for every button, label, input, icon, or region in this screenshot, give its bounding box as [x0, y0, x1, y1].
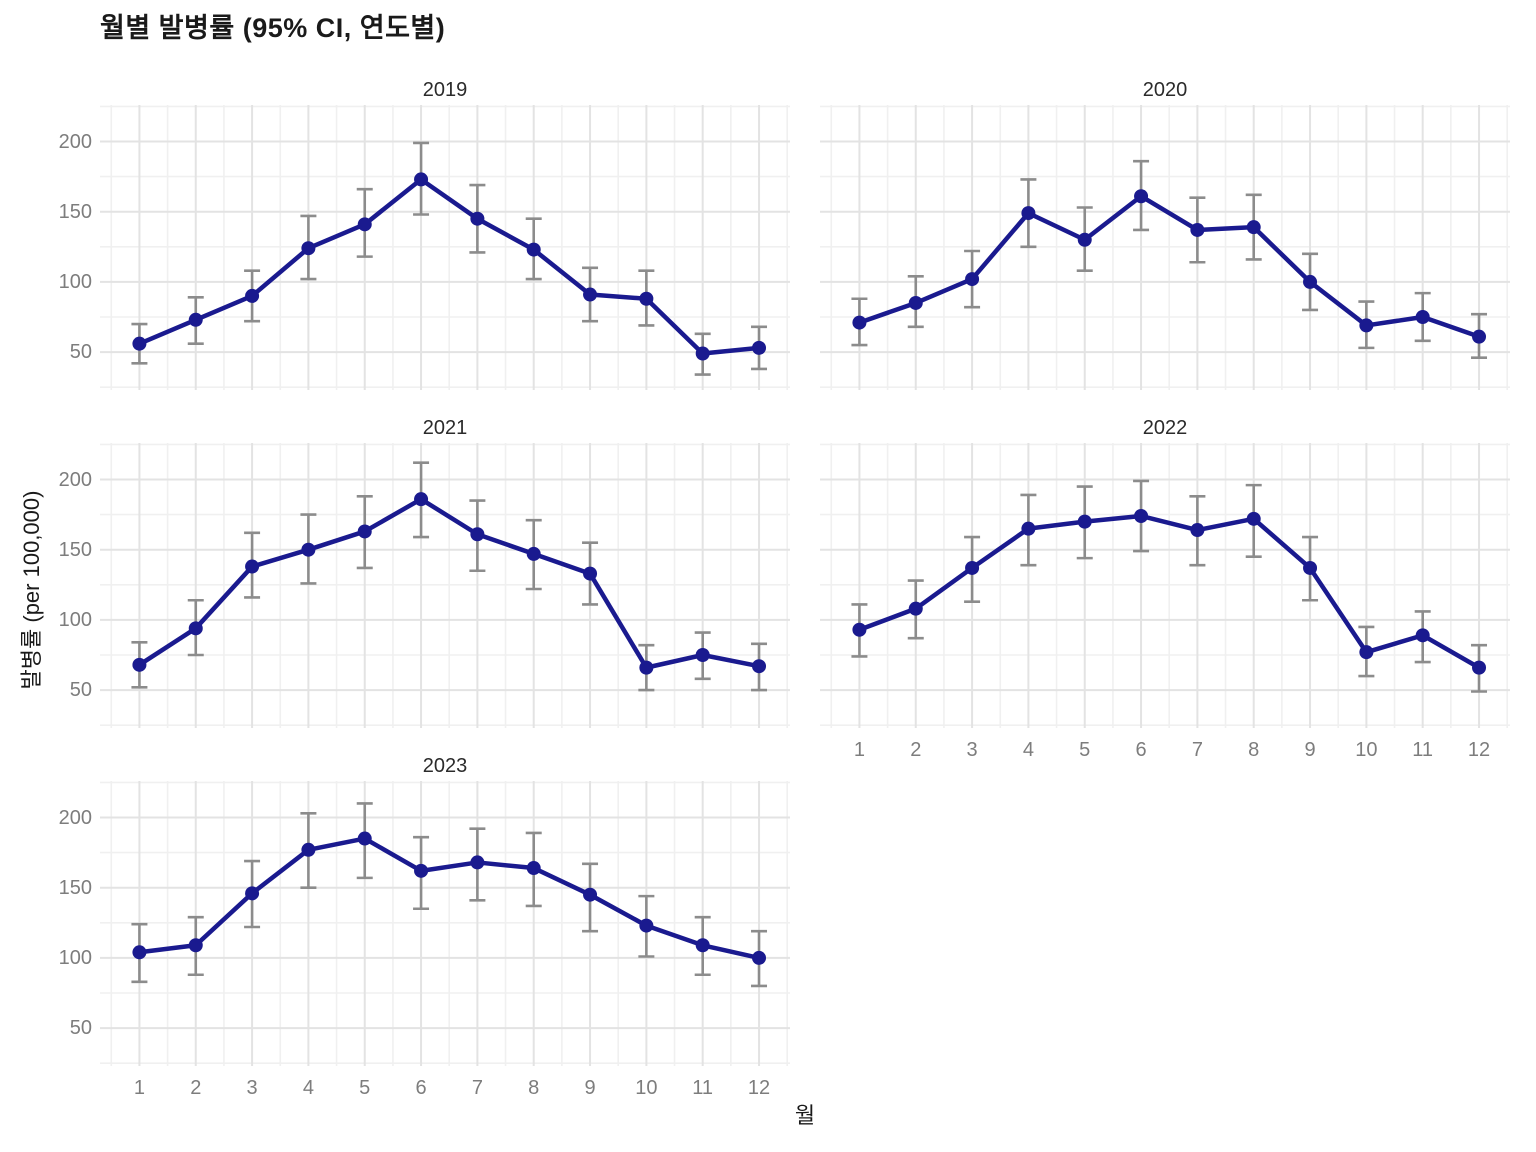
facet-strip-label: 2022 — [1142, 417, 1188, 439]
x-tick-label: 1 — [853, 739, 865, 761]
y-tick-label: 50 — [69, 1017, 92, 1040]
facet-strip-label: 2023 — [422, 755, 468, 777]
facet-2020: 2020 — [820, 75, 1510, 390]
facet-panel-plot: 50 100 150 200 1 2 3 4 5 6 7 8 9 10 11 12 — [59, 781, 790, 1099]
facet-panel-plot: 50 100 150 200 — [59, 105, 790, 390]
x-tick-label: 9 — [584, 1077, 596, 1099]
y-tick-label: 50 — [69, 341, 92, 364]
x-tick-label: 7 — [1191, 739, 1203, 761]
facet-2023: 2023 50 100 150 200 1 2 3 4 5 6 7 8 9 10 11 12 — [59, 751, 790, 1099]
y-tick-label: 150 — [58, 538, 92, 561]
x-tick-label: 12 — [747, 1077, 771, 1099]
y-axis-title: 발병률 (per 100,000) — [19, 490, 44, 690]
y-tick-label: 100 — [58, 946, 92, 969]
x-tick-label: 6 — [1135, 739, 1147, 761]
x-tick-label: 8 — [528, 1077, 540, 1099]
x-tick-label: 9 — [1304, 739, 1316, 761]
x-tick-label: 3 — [246, 1077, 258, 1099]
x-tick-label: 10 — [1355, 739, 1378, 761]
x-tick-label: 2 — [910, 739, 922, 761]
facet-panel-plot: 50 100 150 200 — [59, 443, 790, 728]
y-tick-label: 200 — [58, 130, 92, 153]
x-tick-label: 11 — [1412, 739, 1434, 761]
x-tick-label: 5 — [1079, 739, 1091, 761]
x-tick-label: 5 — [359, 1077, 371, 1099]
y-tick-label: 200 — [58, 806, 92, 829]
facet-strip-label: 2020 — [1142, 79, 1188, 101]
x-tick-label: 4 — [1022, 739, 1034, 761]
facet-strip-label: 2021 — [422, 417, 468, 439]
facet-panel-plot: 1 2 3 4 5 6 7 8 9 10 11 12 — [820, 443, 1510, 761]
facet-strip-label: 2019 — [422, 79, 468, 101]
facet-2019: 2019 50 100 150 200 — [59, 75, 790, 390]
x-tick-label: 12 — [1467, 739, 1491, 761]
y-tick-label: 100 — [58, 270, 92, 293]
facet-2022: 2022 1 2 3 4 5 6 7 8 9 10 11 12 — [820, 413, 1510, 761]
x-tick-label: 7 — [471, 1077, 483, 1099]
x-tick-label: 2 — [190, 1077, 202, 1099]
facet-2021: 2021 50 100 150 200 — [59, 413, 790, 728]
y-tick-label: 200 — [58, 468, 92, 491]
x-tick-label: 3 — [966, 739, 978, 761]
x-tick-label: 4 — [302, 1077, 314, 1099]
x-tick-label: 11 — [692, 1077, 714, 1099]
y-tick-label: 150 — [58, 200, 92, 223]
x-tick-label: 6 — [415, 1077, 427, 1099]
y-tick-label: 100 — [58, 608, 92, 631]
x-tick-label: 10 — [635, 1077, 658, 1099]
x-tick-label: 1 — [133, 1077, 145, 1099]
y-tick-label: 50 — [69, 679, 92, 702]
x-axis-title: 월 — [794, 1103, 816, 1128]
x-tick-label: 8 — [1248, 739, 1260, 761]
chart-title: 월별 발병률 (95% CI, 연도별) — [100, 13, 446, 43]
y-tick-label: 150 — [58, 876, 92, 899]
facet-panel-plot — [820, 105, 1510, 390]
